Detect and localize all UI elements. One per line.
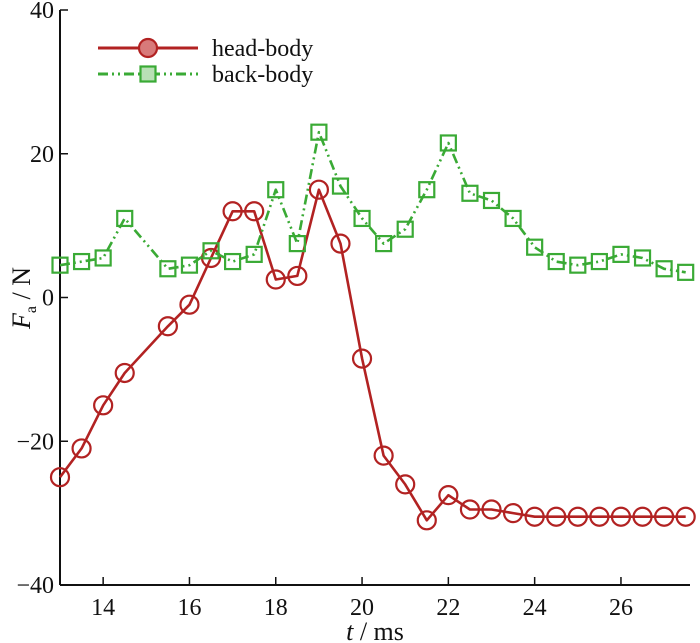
data-point-back-body — [461, 184, 479, 202]
data-point-head-body — [438, 485, 459, 506]
data-point-back-body — [353, 209, 371, 228]
data-point-back-body — [245, 245, 263, 263]
data-point-back-body — [310, 123, 328, 141]
data-point-back-body — [224, 252, 242, 271]
data-point-head-body — [308, 179, 330, 200]
series-layer — [49, 123, 696, 531]
x-tick-label: 24 — [523, 595, 547, 621]
data-point-back-body — [202, 242, 220, 260]
legend-entry-head-body: head-body — [98, 36, 313, 62]
x-tick-label: 20 — [350, 595, 374, 621]
axes — [59, 10, 690, 586]
x-tick-label: 26 — [609, 595, 633, 621]
data-point-head-body — [71, 438, 92, 459]
data-point-back-body — [482, 191, 501, 210]
data-point-head-body — [546, 506, 567, 527]
data-point-head-body — [502, 503, 524, 524]
x-tick-label: 14 — [91, 595, 115, 621]
data-point-head-body — [265, 269, 286, 290]
x-tick-label: 22 — [436, 595, 460, 621]
data-point-head-body — [459, 499, 481, 520]
data-point-head-body — [114, 362, 135, 384]
data-point-head-body — [395, 474, 416, 495]
data-point-head-body — [373, 445, 394, 466]
data-point-back-body — [72, 252, 91, 271]
data-point-back-body — [180, 256, 199, 274]
data-point-back-body — [396, 220, 414, 238]
series-back-body — [51, 123, 695, 281]
data-point-head-body — [654, 506, 675, 527]
data-point-head-body — [610, 506, 632, 527]
data-point-back-body — [94, 249, 112, 267]
data-point-back-body — [569, 256, 587, 274]
data-point-head-body — [351, 348, 373, 369]
data-point-back-body — [418, 181, 436, 199]
x-axis-label: t / ms — [346, 617, 404, 643]
series-head-body — [49, 179, 696, 531]
data-point-head-body — [416, 510, 437, 531]
y-tick-label: 20 — [30, 142, 54, 168]
data-point-back-body — [288, 234, 306, 253]
x-tick-label: 16 — [177, 595, 201, 621]
data-point-head-body — [179, 294, 200, 315]
data-point-back-body — [159, 260, 177, 278]
y-tick-label: −20 — [16, 429, 54, 455]
data-point-back-body — [375, 234, 393, 253]
series-line-head-body — [58, 188, 686, 522]
legend-marker-head-body — [137, 37, 159, 59]
y-tick-label: 40 — [30, 0, 54, 24]
legend-label-head-body: head-body — [212, 36, 313, 62]
data-point-head-body — [632, 506, 653, 527]
data-point-back-body — [439, 134, 457, 152]
data-point-back-body — [116, 209, 134, 228]
axis-labels: t / ms Fa / N — [7, 267, 404, 643]
legend-entry-back-body: back-body — [98, 62, 313, 88]
data-point-head-body — [157, 316, 178, 337]
data-point-head-body — [589, 506, 610, 527]
y-axis-label: Fa / N — [7, 267, 40, 330]
y-tick-label: 0 — [42, 286, 54, 312]
data-point-head-body — [524, 506, 545, 527]
data-point-back-body — [51, 256, 69, 274]
data-point-head-body — [567, 506, 588, 527]
data-point-head-body — [222, 201, 243, 222]
data-point-back-body — [504, 209, 522, 228]
legend-marker-back-body — [139, 65, 157, 83]
data-point-head-body — [481, 499, 502, 520]
data-point-back-body — [526, 238, 544, 256]
data-point-back-body — [612, 245, 630, 263]
series-line-back-body — [59, 130, 686, 274]
data-point-head-body — [330, 233, 351, 254]
data-point-back-body — [547, 252, 565, 271]
data-point-back-body — [677, 263, 695, 281]
data-point-head-body — [675, 506, 696, 527]
data-point-back-body — [331, 177, 350, 195]
y-tick-label: −40 — [16, 573, 54, 599]
legend-label-back-body: back-body — [212, 62, 313, 88]
data-point-head-body — [244, 201, 265, 222]
data-point-back-body — [633, 249, 652, 267]
data-point-head-body — [49, 467, 71, 488]
data-point-head-body — [287, 265, 308, 287]
axis-ticks: 14 16 18 20 22 24 26 −40 −20 0 20 40 — [16, 0, 633, 621]
data-point-back-body — [655, 260, 673, 278]
data-point-back-body — [267, 181, 285, 199]
x-tick-label: 18 — [264, 595, 288, 621]
data-point-head-body — [93, 395, 114, 416]
data-point-back-body — [590, 252, 608, 271]
